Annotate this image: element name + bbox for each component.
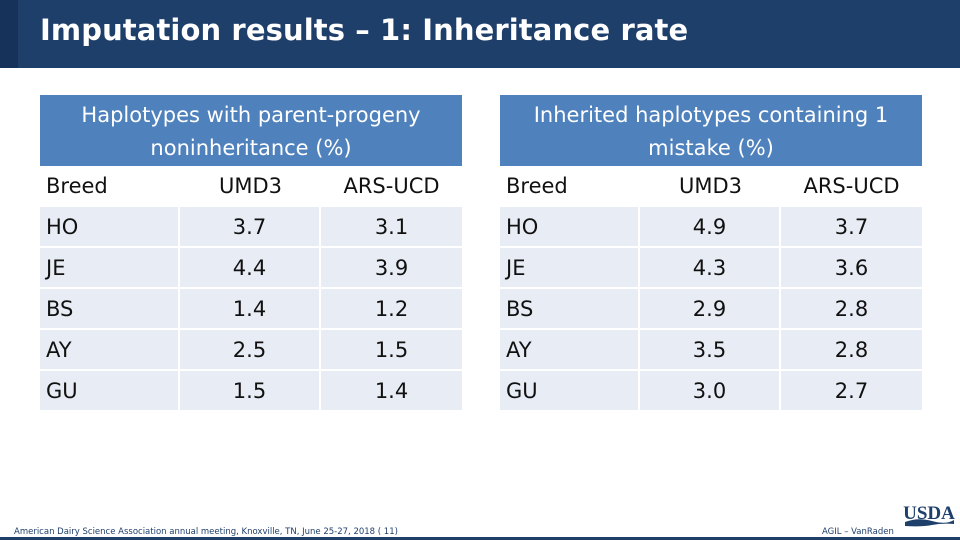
breed-cell: GU: [500, 371, 640, 412]
column-header-row: Breed UMD3 ARS-UCD: [40, 166, 463, 207]
ars-ucd-cell: 3.6: [781, 248, 923, 289]
table-row: GU 1.5 1.4: [40, 371, 463, 412]
breed-cell: JE: [500, 248, 640, 289]
ars-ucd-cell: 3.9: [321, 248, 463, 289]
column-header-breed: Breed: [500, 166, 640, 207]
one-mistake-table: Inherited haplotypes containing 1 mistak…: [500, 95, 923, 412]
umd3-cell: 3.5: [640, 330, 781, 371]
table-title: Inherited haplotypes containing 1 mistak…: [500, 95, 923, 166]
table-row: HO 3.7 3.1: [40, 207, 463, 248]
column-header-breed: Breed: [40, 166, 180, 207]
breed-cell: HO: [500, 207, 640, 248]
umd3-cell: 1.4: [180, 289, 321, 330]
table-row: BS 2.9 2.8: [500, 289, 923, 330]
table-row: AY 2.5 1.5: [40, 330, 463, 371]
table-row: JE 4.4 3.9: [40, 248, 463, 289]
umd3-cell: 3.0: [640, 371, 781, 412]
usda-logo: USDA: [903, 503, 955, 527]
ars-ucd-cell: 1.5: [321, 330, 463, 371]
umd3-cell: 2.5: [180, 330, 321, 371]
ars-ucd-cell: 1.4: [321, 371, 463, 412]
usda-logo-swoosh: [905, 519, 954, 527]
ars-ucd-cell: 3.1: [321, 207, 463, 248]
table-row: HO 4.9 3.7: [500, 207, 923, 248]
breed-cell: GU: [40, 371, 180, 412]
breed-cell: JE: [40, 248, 180, 289]
usda-logo-text: USDA: [903, 503, 955, 524]
column-header-ars-ucd: ARS-UCD: [321, 166, 463, 207]
noninheritance-table: Haplotypes with parent-progeny noninheri…: [40, 95, 463, 412]
ars-ucd-cell: 2.7: [781, 371, 923, 412]
ars-ucd-cell: 3.7: [781, 207, 923, 248]
table-title-row: Inherited haplotypes containing 1 mistak…: [500, 95, 923, 166]
column-header-row: Breed UMD3 ARS-UCD: [500, 166, 923, 207]
ars-ucd-cell: 2.8: [781, 330, 923, 371]
ars-ucd-cell: 2.8: [781, 289, 923, 330]
breed-cell: BS: [40, 289, 180, 330]
table-title: Haplotypes with parent-progeny noninheri…: [40, 95, 463, 166]
umd3-cell: 4.4: [180, 248, 321, 289]
umd3-cell: 4.3: [640, 248, 781, 289]
table-row: AY 3.5 2.8: [500, 330, 923, 371]
table-row: BS 1.4 1.2: [40, 289, 463, 330]
footer-author: AGIL – VanRaden: [822, 527, 894, 537]
umd3-cell: 1.5: [180, 371, 321, 412]
table-row: JE 4.3 3.6: [500, 248, 923, 289]
column-header-umd3: UMD3: [180, 166, 321, 207]
title-bar: Imputation results – 1: Inheritance rate: [0, 0, 960, 68]
umd3-cell: 3.7: [180, 207, 321, 248]
footer-citation: American Dairy Science Association annua…: [14, 527, 398, 537]
bottom-rule: [0, 537, 960, 540]
slide-title: Imputation results – 1: Inheritance rate: [40, 13, 689, 47]
breed-cell: BS: [500, 289, 640, 330]
table-title-row: Haplotypes with parent-progeny noninheri…: [40, 95, 463, 166]
column-header-ars-ucd: ARS-UCD: [781, 166, 923, 207]
breed-cell: AY: [500, 330, 640, 371]
column-header-umd3: UMD3: [640, 166, 781, 207]
breed-cell: AY: [40, 330, 180, 371]
umd3-cell: 2.9: [640, 289, 781, 330]
breed-cell: HO: [40, 207, 180, 248]
ars-ucd-cell: 1.2: [321, 289, 463, 330]
umd3-cell: 4.9: [640, 207, 781, 248]
table-row: GU 3.0 2.7: [500, 371, 923, 412]
